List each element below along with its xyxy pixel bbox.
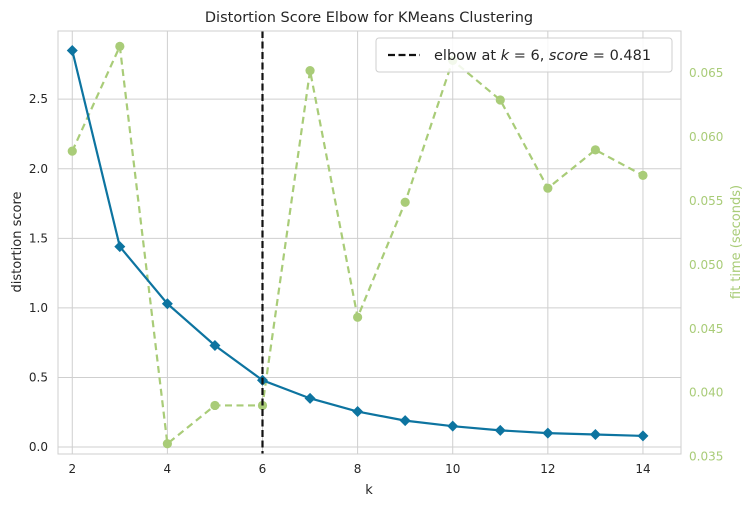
y-tick-label: 2.5 (29, 92, 48, 106)
legend-elbow-label: elbow at k = 6, score = 0.481 (434, 48, 651, 64)
distortion-point (66, 44, 78, 56)
chart-title: Distortion Score Elbow for KMeans Cluste… (205, 10, 533, 26)
fit-time-point (495, 95, 505, 105)
x-tick-label: 10 (445, 462, 460, 476)
fit-time-point (353, 312, 363, 322)
fit-time-point (210, 400, 220, 411)
fit-time-point (115, 41, 125, 51)
distortion-point (494, 424, 506, 436)
x-tick-label: 6 (259, 462, 267, 476)
x-axis-label: k (365, 483, 373, 498)
x-tick-label: 8 (354, 462, 362, 476)
x-axis-ticks: 2 4 6 8 10 12 14 (68, 462, 650, 476)
y-tick-label: 1.0 (29, 301, 48, 315)
y2-tick-label: 0.055 (689, 194, 723, 208)
fit-time-point (67, 146, 77, 156)
distortion-point (161, 298, 173, 310)
y2-axis-label: fit time (seconds) (729, 185, 744, 299)
distortion-point (447, 420, 459, 432)
y2-tick-label: 0.050 (689, 258, 723, 272)
distortion-series (66, 44, 649, 442)
distortion-point (114, 241, 126, 253)
y-tick-label: 0.0 (29, 440, 48, 454)
plot-frame (57, 30, 682, 455)
y-tick-label: 1.5 (29, 231, 48, 245)
x-tick-label: 4 (164, 462, 172, 476)
legend: elbow at k = 6, score = 0.481 (375, 37, 673, 73)
y2-tick-label: 0.035 (689, 450, 723, 464)
distortion-point (352, 406, 364, 418)
fit-time-point (590, 145, 600, 155)
y-axis-ticks: 0.0 0.5 1.0 1.5 2.0 2.5 (29, 92, 48, 454)
y2-tick-label: 0.060 (689, 130, 723, 144)
legend-box (375, 37, 673, 73)
grid (58, 31, 681, 454)
distortion-point (209, 339, 221, 351)
fit-time-point (638, 170, 648, 181)
y-tick-label: 0.5 (29, 370, 48, 384)
y-axis-label: distortion score (10, 192, 25, 293)
y2-tick-label: 0.040 (689, 386, 723, 400)
y-tick-label: 2.0 (29, 162, 48, 176)
fit-time-point (162, 439, 172, 449)
x-tick-label: 12 (540, 462, 555, 476)
y2-tick-label: 0.065 (689, 66, 723, 80)
fit-time-point (543, 183, 553, 193)
x-tick-label: 2 (68, 462, 76, 476)
y2-tick-label: 0.045 (689, 322, 723, 336)
x-tick-label: 14 (635, 462, 650, 476)
distortion-point (637, 430, 649, 442)
distortion-point (589, 429, 601, 441)
fit-time-point (400, 197, 410, 207)
distortion-point (304, 392, 316, 404)
distortion-point (399, 415, 411, 427)
y2-axis-ticks: 0.035 0.040 0.045 0.050 0.055 0.060 0.065 (689, 66, 723, 463)
fit-time-series (67, 41, 648, 449)
distortion-point (542, 427, 554, 439)
fit-time-point (305, 66, 315, 76)
